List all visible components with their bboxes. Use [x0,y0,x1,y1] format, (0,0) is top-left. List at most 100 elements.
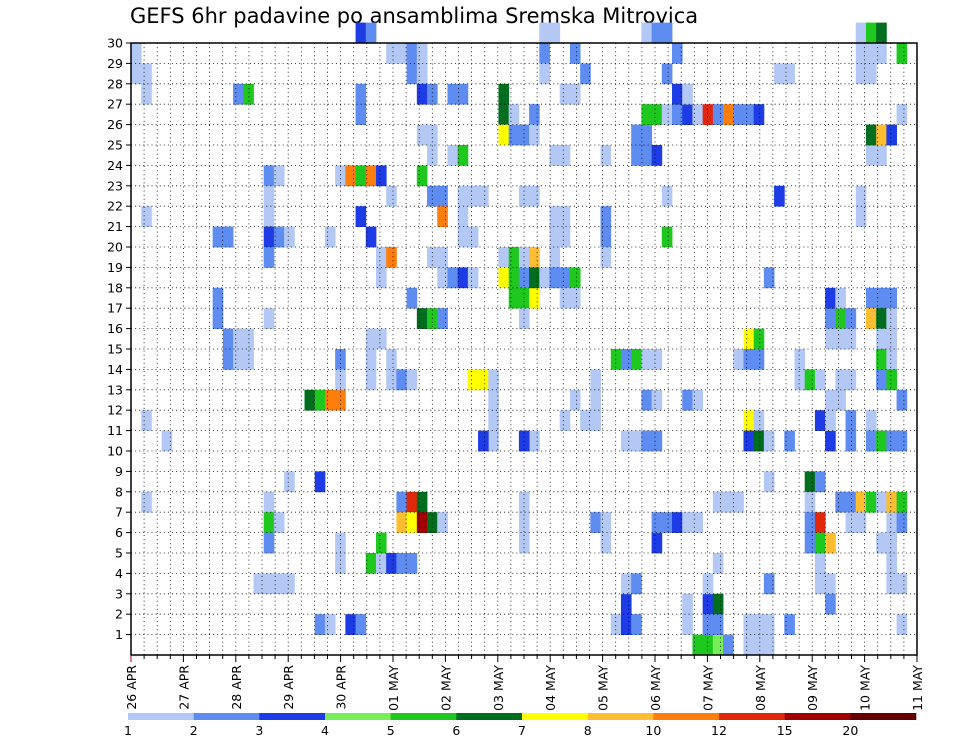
heatmap-cell [253,573,265,595]
heatmap-cell [876,308,887,329]
heatmap-cell [865,430,877,452]
x-tick-label: 06 MAY [648,665,663,711]
heatmap-cell [273,226,285,248]
heatmap-cell [886,124,897,146]
heatmap-cell [743,410,755,431]
heatmap-cell [886,573,897,595]
heatmap-cell [365,553,377,574]
heatmap-cell [886,287,897,309]
heatmap-cell [437,308,448,329]
heatmap-cell [416,83,428,105]
heatmap-cell [804,471,816,493]
heatmap-cell [416,491,428,513]
heatmap-cell [437,206,448,227]
heatmap-cell [712,104,724,125]
heatmap-cell [651,389,663,411]
heatmap-cell [702,634,714,656]
heatmap-cell [896,512,908,533]
heatmap-cell [488,369,499,391]
heatmap-cell [886,532,897,554]
chart-title: GEFS 6hr padavine po ansamblima Sremska … [130,4,699,28]
heatmap-cell [559,267,571,289]
heatmap-cell [763,471,775,493]
heatmap-cell [406,512,418,533]
heatmap-cell [753,430,765,452]
heatmap-cell [478,369,489,391]
heatmap-cell [825,410,836,431]
heatmap-cell [539,43,550,64]
heatmap-cell [375,553,387,574]
heatmap-cell [855,512,867,533]
heatmap-cell [488,389,499,411]
heatmap-cell [743,430,755,452]
heatmap-cell [896,573,908,595]
heatmap-cell [825,593,836,615]
heatmap-cell [518,185,530,207]
heatmap-cell [825,573,836,595]
x-tick-label: 07 MAY [700,665,715,711]
y-tick-label: 18 [107,280,123,295]
heatmap-cell [651,104,663,125]
x-tick-label: 01 MAY [386,665,401,711]
heatmap-cell [855,43,867,64]
heatmap-cell [814,553,826,574]
heatmap-cell [641,349,652,370]
heatmap-cell [375,532,387,554]
x-tick-label: 28 APR [229,665,244,710]
y-tick-label: 23 [107,178,123,193]
heatmap-cell [559,287,571,309]
heatmap-cell [375,165,387,187]
heatmap-cell [692,389,704,411]
heatmap-cell [600,532,612,554]
heatmap-cell [427,124,438,146]
heatmap-cell [559,226,571,248]
heatmap-cell [427,512,438,533]
heatmap-cell [896,43,908,64]
heatmap-cell [375,247,387,268]
heatmap-cell [427,247,438,268]
heatmap-cell [549,206,561,227]
y-tick-label: 15 [107,342,123,357]
heatmap-cell [569,83,581,105]
heatmap-cell [692,104,704,125]
heatmap-cell [631,573,642,595]
heatmap-cell [845,410,857,431]
heatmap-cell [682,104,693,125]
heatmap-cell [641,389,652,411]
heatmap-cell [355,83,367,105]
y-tick-label: 22 [107,199,123,214]
heatmap-cell [876,124,887,146]
heatmap-cell [508,267,520,289]
heatmap-cell [835,328,846,350]
heatmap-cell [723,491,734,513]
heatmap-cell [886,512,897,533]
heatmap-cell [396,553,408,574]
y-tick-label: 14 [107,362,123,377]
heatmap-cell [314,389,326,411]
heatmap-cell [672,83,683,105]
y-tick-label: 13 [107,382,123,397]
heatmap-cell [365,349,377,370]
heatmap-cell [855,491,867,513]
y-tick-label: 17 [107,301,123,316]
heatmap-cell [590,410,601,431]
heatmap-cell [284,226,295,248]
heatmap-cell [263,247,275,268]
heatmap-cell [141,410,152,431]
heatmap-cell [416,165,428,187]
heatmap-cell [131,43,142,64]
colorbar-swatch [390,713,457,720]
heatmap-cell [263,532,275,554]
heatmap-cell [416,512,428,533]
heatmap-cell [222,226,234,248]
colorbar-swatch [193,713,260,720]
heatmap-cell [672,104,683,125]
x-tick-label: 03 MAY [491,665,506,711]
heatmap-cell [814,471,826,493]
heatmap-cell [233,83,244,105]
heatmap-cell [406,43,418,64]
y-tick-label: 29 [107,56,123,71]
heatmap-cell [865,287,877,309]
heatmap-cell [814,369,826,391]
heatmap-cell [365,22,377,44]
